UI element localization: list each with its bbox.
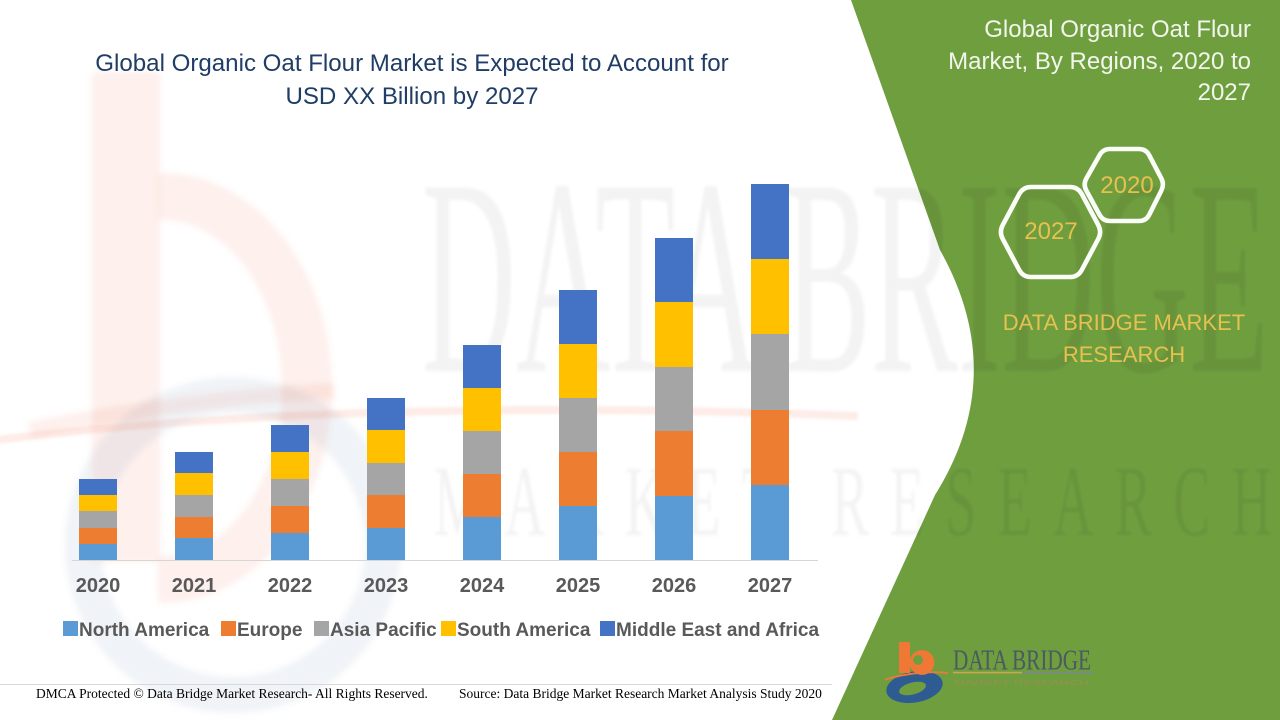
svg-text:DATA BRIDGE: DATA BRIDGE: [953, 645, 1091, 677]
svg-text:MARKET RESEARCH: MARKET RESEARCH: [954, 680, 1089, 687]
